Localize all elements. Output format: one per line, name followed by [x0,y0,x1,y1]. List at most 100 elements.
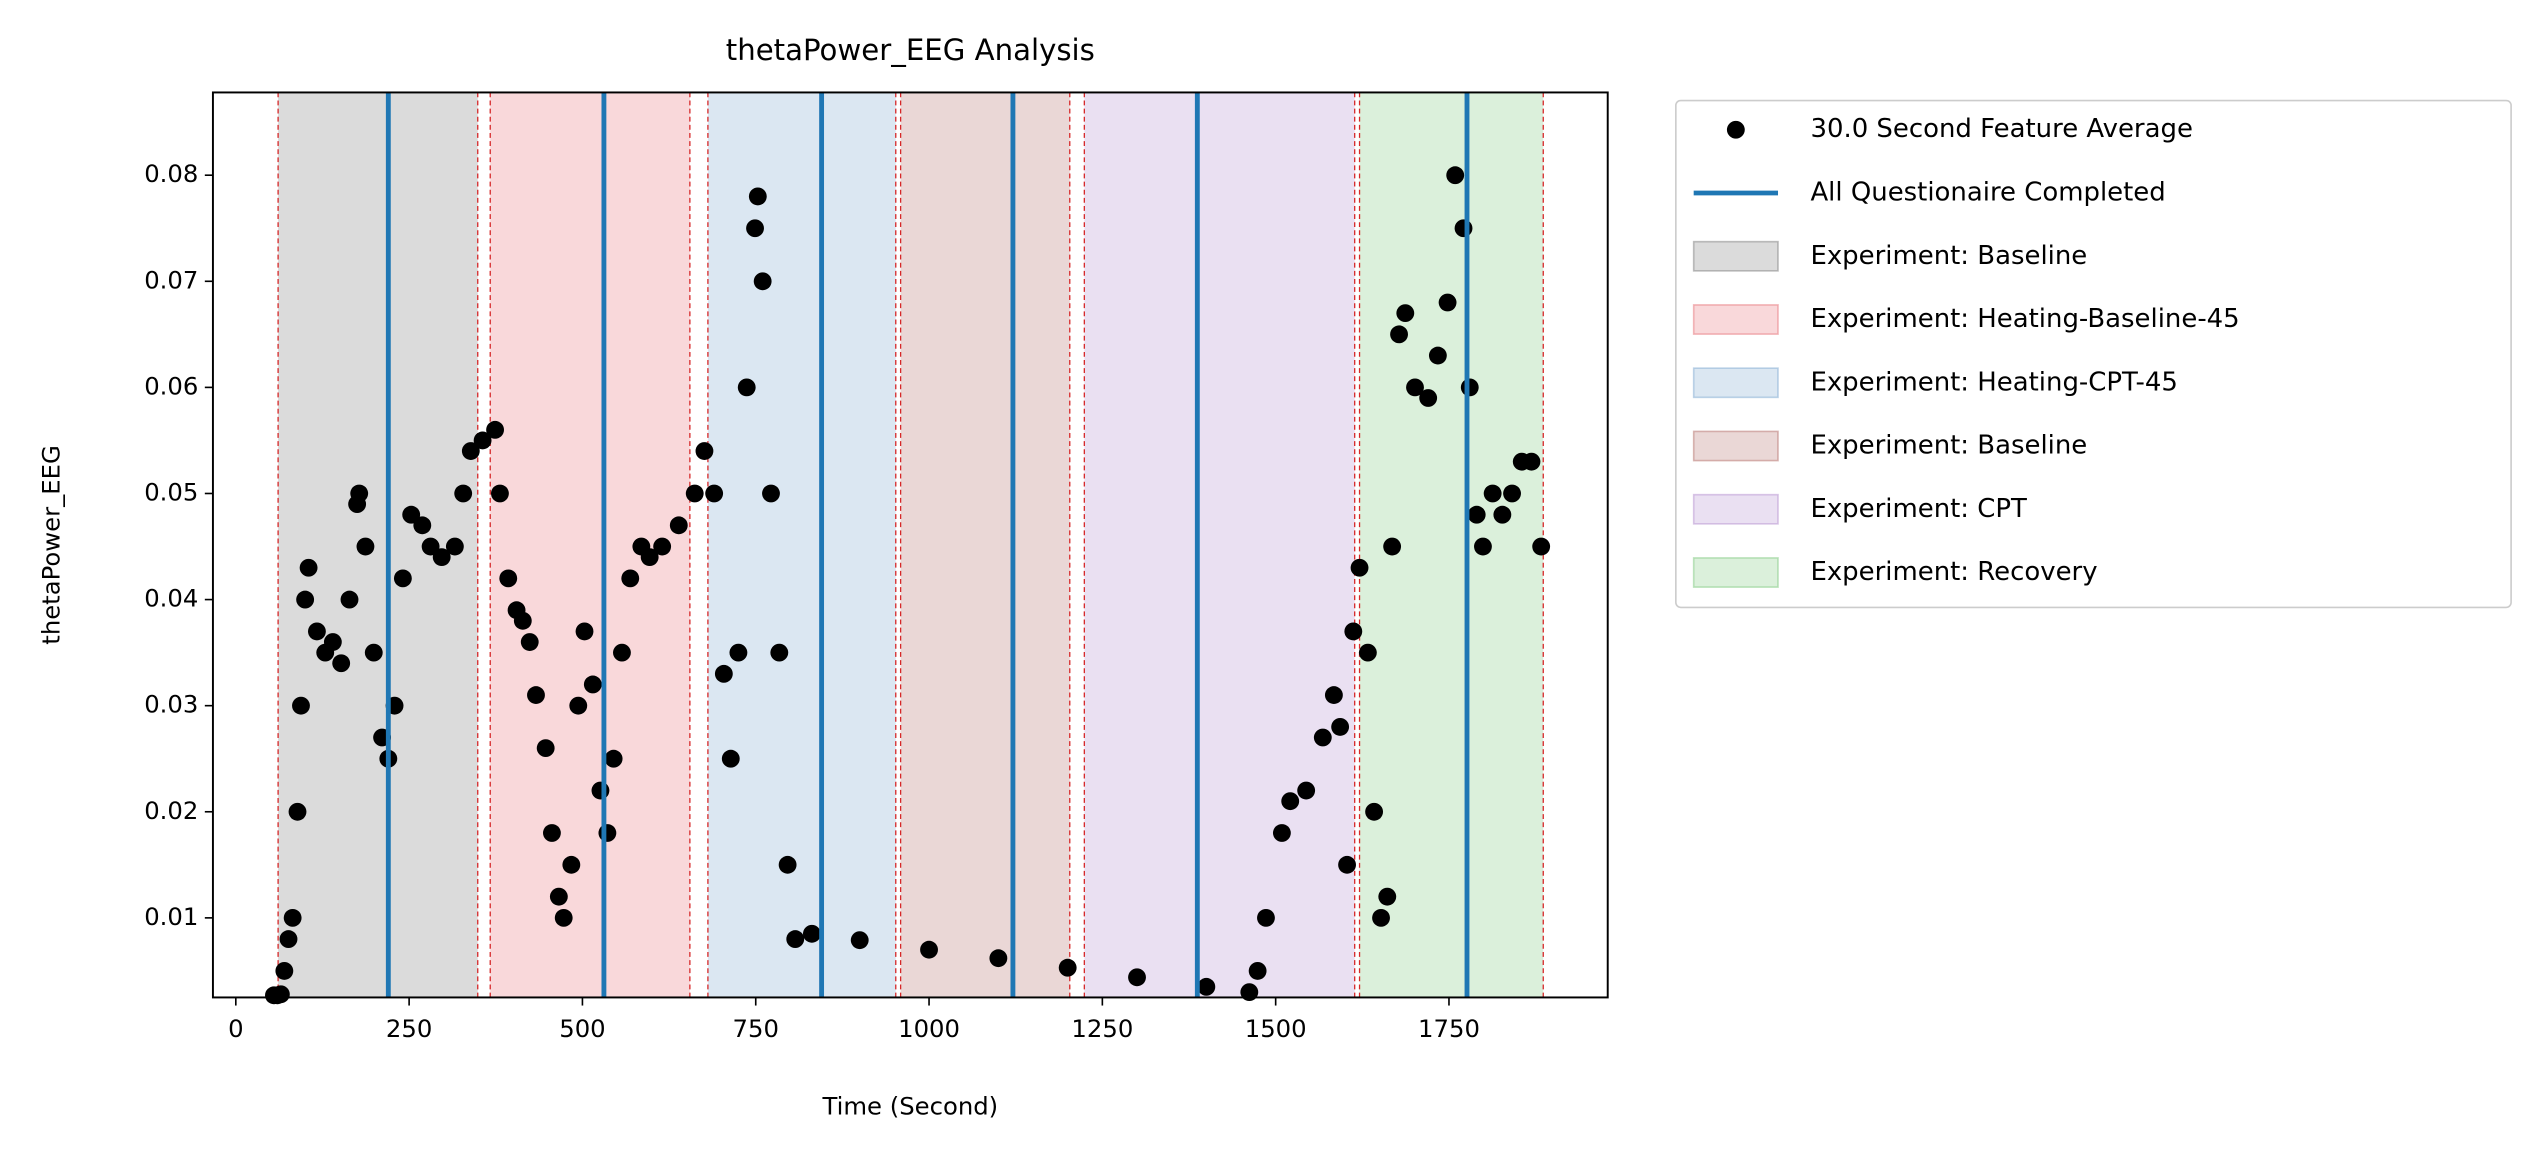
y-tick-label: 0.02 [144,796,198,825]
data-point [332,654,351,673]
data-point [1272,824,1291,842]
data-point [549,887,568,906]
data-point [554,908,573,927]
data-point [669,516,688,535]
data-point [1128,968,1146,987]
y-tick-label: 0.08 [144,159,198,188]
data-point [1446,166,1465,185]
x-tick-label: 500 [559,1014,605,1043]
y-tick-label: 0.03 [144,690,198,719]
data-point [413,516,432,535]
data-point [1493,505,1512,524]
data-point [1406,378,1424,397]
data-point [473,431,492,450]
data-point [989,949,1008,968]
legend-label: Experiment: Baseline [1810,431,2087,461]
data-point [1483,484,1502,503]
data-point [421,537,440,556]
data-point [1281,792,1300,811]
data-point [393,569,412,588]
legend-label: 30.0 Second Feature Average [1810,114,2192,144]
data-point [491,484,509,503]
x-tick-label: 1750 [1418,1014,1480,1043]
data-point [527,686,545,704]
x-axis-label: Time (Second) [821,1092,998,1121]
data-point [770,643,789,662]
axes-frame [211,91,1609,999]
x-tick-label: 250 [386,1014,432,1043]
data-point [721,749,740,768]
chart-title: thetaPower_EEG Analysis [726,33,1095,67]
data-point [598,824,617,842]
legend-marker [1692,493,1779,525]
data-point [1297,781,1316,800]
legend-label: Experiment: Baseline [1810,241,2087,271]
data-point [613,643,631,662]
data-point [746,219,764,238]
data-point [1331,717,1350,736]
data-point [1058,958,1077,977]
data-point [1467,505,1486,524]
data-point [778,855,797,874]
data-point [562,855,581,874]
legend-marker [1692,240,1779,272]
data-point [288,802,307,821]
data-point [575,622,594,641]
data-point [432,548,451,567]
legend-label: All Questionaire Completed [1810,178,2165,208]
data-point [1358,643,1377,662]
data-point [1324,686,1343,704]
data-point [850,931,869,950]
legend-marker [1726,120,1745,139]
data-point [569,696,588,715]
data-point [753,272,772,291]
data-point [299,558,318,577]
data-point [621,569,640,588]
data-point [513,611,532,630]
legend-label: Experiment: CPT [1810,494,2027,524]
data-point [461,442,480,460]
data-point [1383,537,1402,556]
data-point [591,781,610,800]
legend-marker [1692,304,1779,335]
y-tick-label: 0.01 [144,902,198,931]
data-point [543,824,561,842]
y-axis-label: thetaPower_EEG [36,445,65,645]
legend-marker [1692,430,1779,462]
legend-box [1675,99,2512,609]
data-point [695,442,714,460]
y-tick-label: 0.07 [144,265,198,294]
data-point [802,924,821,943]
data-point [1248,961,1267,980]
data-point [271,985,290,1004]
data-point [486,420,504,439]
data-point [296,590,315,609]
data-point [1338,855,1356,874]
span [707,92,896,998]
data-point [1257,908,1275,927]
data-point [323,633,342,651]
data-point [1313,728,1332,747]
legend-label: Experiment: Heating-Baseline-45 [1810,304,2239,334]
data-point [520,633,539,651]
data-point [786,930,805,949]
data-point [364,643,383,662]
data-point [1344,622,1363,641]
data-point [283,908,302,927]
data-point [1532,537,1551,556]
x-tick-label: 1000 [898,1014,960,1043]
data-point [1365,802,1384,821]
data-point [583,675,602,694]
data-point [499,569,518,588]
data-point [536,739,555,758]
data-point [279,930,298,949]
data-point [1197,977,1216,996]
data-point [1474,537,1492,556]
legend-label: Experiment: Heating-CPT-45 [1810,367,2177,397]
data-point [1372,908,1390,927]
data-point [340,590,359,609]
span [1084,92,1355,998]
data-point [1438,293,1457,312]
